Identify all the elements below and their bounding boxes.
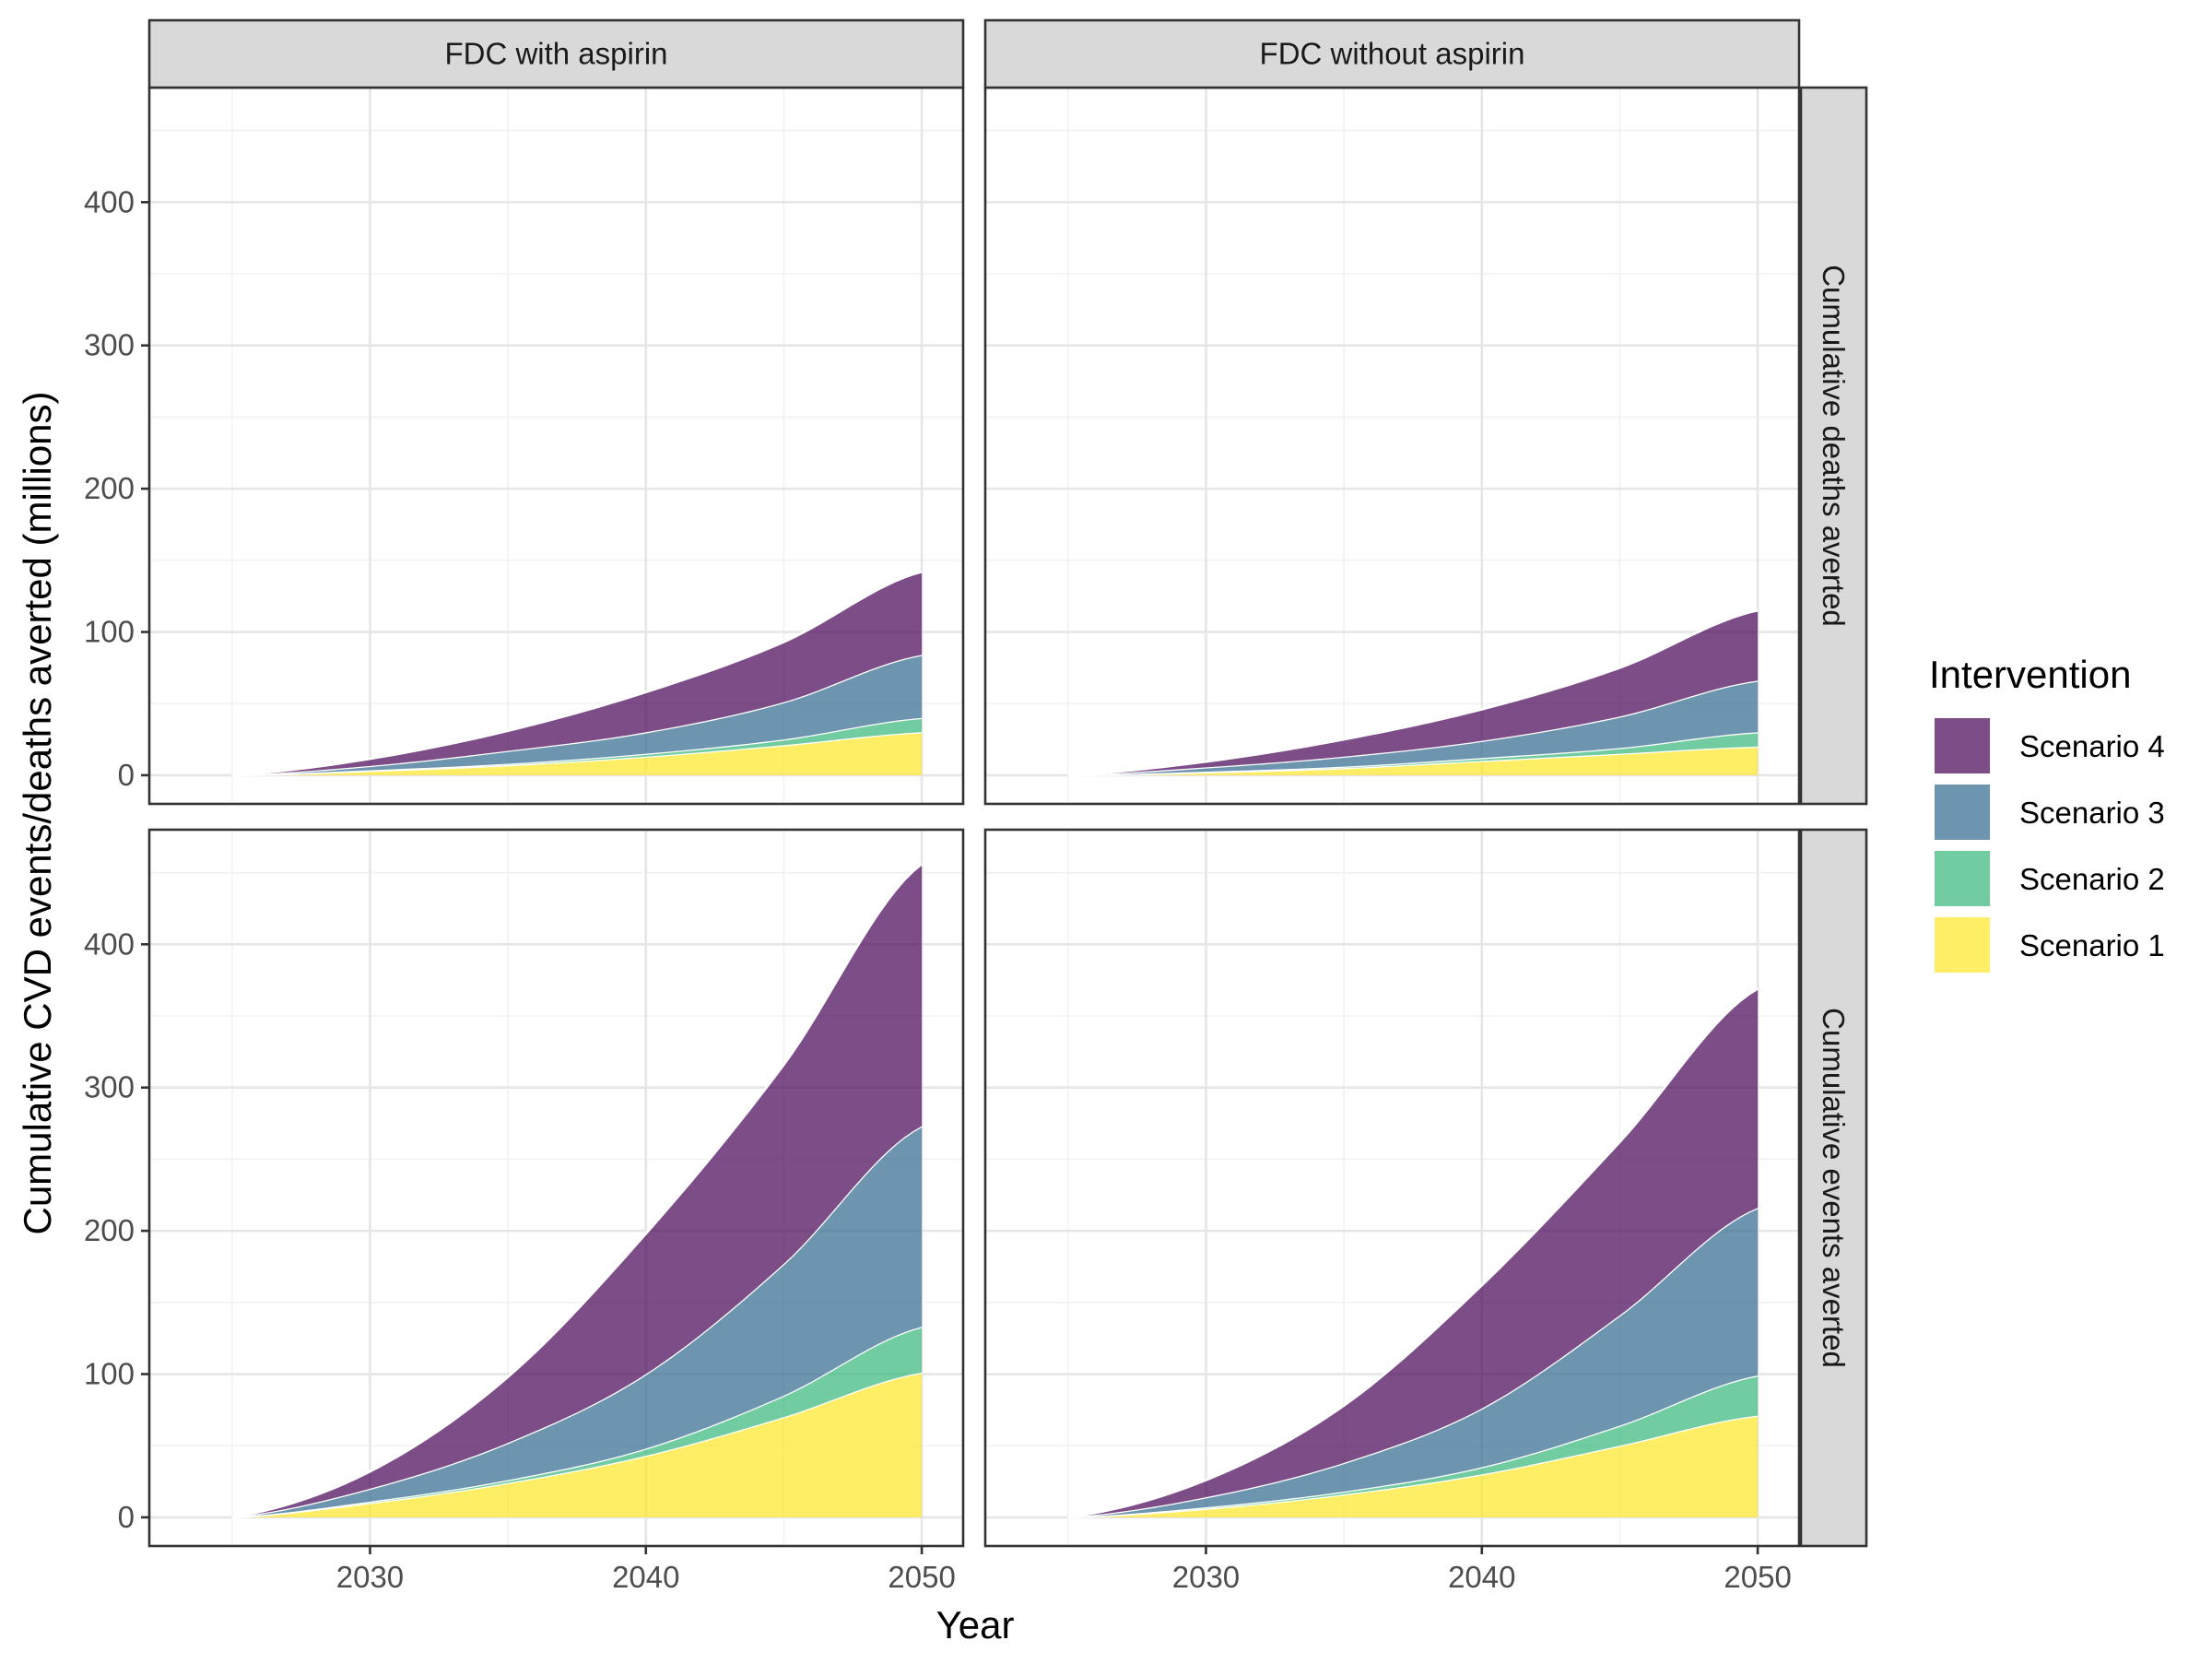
strip-fdc-without-aspirin: FDC without aspirin [983, 18, 1801, 89]
y-tick-label: 0 [118, 1500, 135, 1534]
legend-label-scenario-4: Scenario 4 [2019, 729, 2165, 763]
area-scenario-1 [231, 732, 923, 775]
y-axis-title: Cumulative CVD events/deaths averted (mi… [16, 391, 59, 1234]
x-tick-label: 2040 [612, 1560, 679, 1594]
x-tick-label: 2050 [1724, 1560, 1791, 1594]
area-scenario-1 [1067, 746, 1759, 775]
area-scenario-4 [1067, 988, 1759, 1517]
area-edge-scenario-4 [1067, 608, 1759, 777]
y-tick-label: 300 [84, 1070, 135, 1104]
panel-fdc-without-aspirin-cumulative-deaths-averted [983, 86, 1801, 806]
legend-swatch-scenario-4 [1935, 718, 1990, 773]
strip-cumulative-deaths-averted: Cumulative deaths averted [1799, 86, 1868, 806]
strip-background [147, 18, 965, 89]
axes-layer: 0 100 200 300 400 0 100 200 300 400 2030 2040 2050 20… [84, 184, 1792, 1594]
legend-swatch-scenario-1 [1935, 917, 1990, 973]
panels-layer [147, 86, 1801, 1548]
legend-swatch-scenario-2 [1935, 851, 1990, 906]
panel-border [983, 828, 1801, 1548]
x-tick-label: 2040 [1448, 1560, 1515, 1594]
panel-fdc-with-aspirin-cumulative-events-averted [147, 828, 965, 1548]
legend-label-scenario-3: Scenario 3 [2019, 796, 2165, 830]
strip-label: FDC with aspirin [444, 37, 667, 71]
strip-label: Cumulative events averted [1817, 1008, 1851, 1368]
x-tick-label: 2030 [1172, 1560, 1240, 1594]
y-tick-label: 200 [84, 471, 135, 505]
area-edge-scenario-4 [231, 571, 923, 777]
area-edge-scenario-4 [1067, 987, 1759, 1519]
y-tick-label: 200 [84, 1213, 135, 1247]
strip-background [1799, 828, 1868, 1548]
y-tick-label: 300 [84, 328, 135, 362]
strip-background [1799, 86, 1868, 806]
strip-label: FDC without aspirin [1260, 37, 1525, 71]
y-tick-label: 100 [84, 615, 135, 649]
area-scenario-3 [231, 655, 923, 775]
y-tick-label: 400 [84, 184, 135, 218]
area-edge-scenario-4 [231, 863, 923, 1519]
y-tick-label: 400 [84, 926, 135, 961]
x-tick-label: 2050 [888, 1560, 955, 1594]
area-scenario-4 [231, 572, 923, 775]
area-scenario-3 [231, 1126, 923, 1517]
strip-label: Cumulative deaths averted [1817, 265, 1851, 627]
strip-background [983, 18, 1801, 89]
area-scenario-4 [231, 864, 923, 1517]
legend-label-scenario-1: Scenario 1 [2019, 928, 2165, 962]
strip-fdc-with-aspirin: FDC with aspirin [147, 18, 965, 89]
legend-swatch-scenario-3 [1935, 785, 1990, 840]
area-scenario-1 [1067, 1415, 1759, 1517]
y-tick-label: 100 [84, 1357, 135, 1391]
legend-label-scenario-2: Scenario 2 [2019, 862, 2165, 896]
panel-fdc-without-aspirin-cumulative-events-averted [983, 828, 1801, 1548]
area-scenario-2 [1067, 732, 1759, 775]
area-scenario-3 [1067, 1208, 1759, 1517]
panel-fdc-with-aspirin-cumulative-deaths-averted [147, 86, 965, 806]
strips-layer: FDC with aspirin FDC without aspirin Cumul… [147, 18, 1868, 1548]
area-scenario-1 [231, 1372, 923, 1517]
legend: Intervention Scenario 4 Scenario 3 Scenario… [1929, 653, 2165, 975]
x-axis-title: Year [936, 1603, 1015, 1646]
x-tick-label: 2030 [336, 1560, 404, 1594]
y-tick-label: 0 [118, 758, 135, 792]
strip-cumulative-events-averted: Cumulative events averted [1799, 828, 1868, 1548]
area-scenario-4 [1067, 610, 1759, 775]
area-scenario-3 [1067, 680, 1759, 775]
panel-border [147, 828, 965, 1548]
legend-title: Intervention [1929, 653, 2131, 696]
